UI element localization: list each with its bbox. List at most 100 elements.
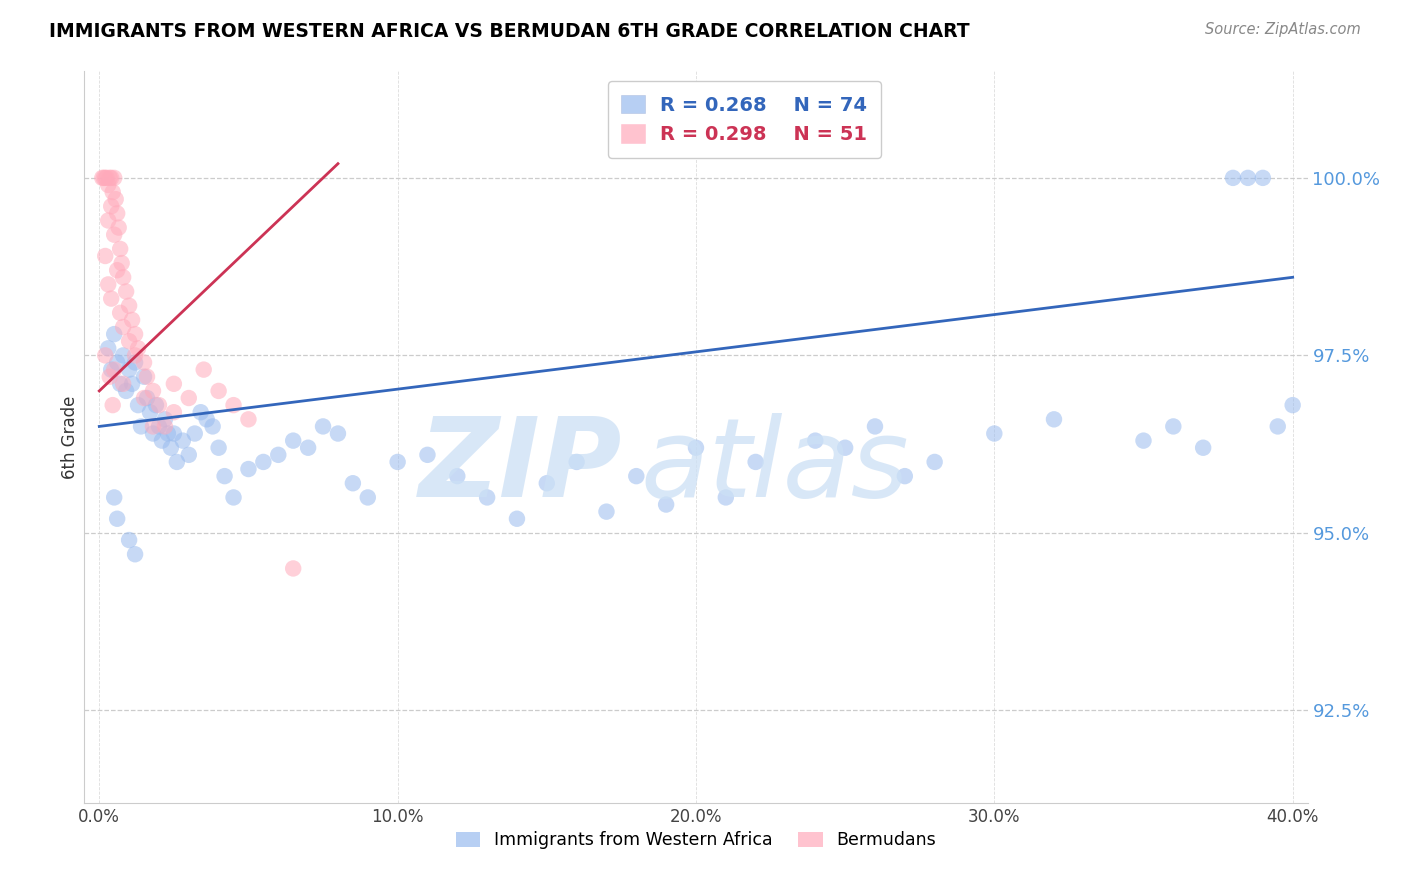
Point — [1192, 441, 1215, 455]
Point — [124, 355, 146, 369]
Text: Source: ZipAtlas.com: Source: ZipAtlas.com — [1205, 22, 1361, 37]
Point — [108, 242, 131, 256]
Point — [91, 170, 114, 185]
Point — [387, 455, 409, 469]
Point — [163, 376, 186, 391]
Point — [118, 362, 141, 376]
Point — [297, 441, 319, 455]
Point — [595, 505, 617, 519]
Point — [100, 170, 122, 185]
Point — [148, 398, 170, 412]
Point — [1163, 419, 1185, 434]
Point — [357, 491, 380, 505]
Point — [103, 227, 125, 242]
Point — [115, 285, 138, 299]
Point — [129, 419, 152, 434]
Point — [222, 491, 245, 505]
Point — [118, 533, 141, 547]
Point — [132, 369, 155, 384]
Point — [1043, 412, 1066, 426]
Point — [145, 398, 167, 412]
Point — [112, 376, 135, 391]
Point — [894, 469, 917, 483]
Point — [536, 476, 558, 491]
Point — [124, 327, 146, 342]
Point — [97, 277, 120, 292]
Point — [142, 419, 165, 434]
Point — [177, 448, 200, 462]
Point — [103, 362, 125, 376]
Point — [283, 561, 305, 575]
Point — [97, 213, 120, 227]
Point — [103, 491, 125, 505]
Point — [127, 341, 149, 355]
Point — [163, 405, 186, 419]
Point — [156, 426, 179, 441]
Text: IMMIGRANTS FROM WESTERN AFRICA VS BERMUDAN 6TH GRADE CORRELATION CHART: IMMIGRANTS FROM WESTERN AFRICA VS BERMUD… — [49, 22, 970, 41]
Point — [238, 412, 260, 426]
Point — [103, 327, 125, 342]
Point — [105, 355, 128, 369]
Point — [744, 455, 766, 469]
Point — [193, 362, 215, 376]
Point — [1251, 170, 1274, 185]
Point — [238, 462, 260, 476]
Point — [863, 419, 886, 434]
Point — [326, 426, 349, 441]
Point — [804, 434, 827, 448]
Point — [136, 369, 159, 384]
Point — [626, 469, 648, 483]
Point — [93, 170, 115, 185]
Point — [214, 469, 236, 483]
Point — [166, 455, 188, 469]
Point — [142, 384, 165, 398]
Point — [118, 334, 141, 349]
Point — [100, 362, 122, 376]
Point — [150, 434, 173, 448]
Point — [312, 419, 335, 434]
Point — [714, 491, 737, 505]
Point — [100, 292, 122, 306]
Point — [416, 448, 439, 462]
Point — [105, 512, 128, 526]
Point — [184, 426, 207, 441]
Point — [96, 170, 118, 185]
Y-axis label: 6th Grade: 6th Grade — [60, 395, 79, 479]
Legend: Immigrants from Western Africa, Bermudans: Immigrants from Western Africa, Bermudan… — [449, 824, 943, 856]
Point — [252, 455, 274, 469]
Point — [112, 320, 135, 334]
Text: ZIP: ZIP — [419, 413, 623, 520]
Point — [475, 491, 498, 505]
Point — [153, 412, 176, 426]
Point — [201, 419, 224, 434]
Point — [94, 249, 117, 263]
Point — [342, 476, 364, 491]
Point — [100, 199, 122, 213]
Point — [108, 306, 131, 320]
Point — [115, 384, 138, 398]
Point — [94, 170, 117, 185]
Text: atlas: atlas — [641, 413, 910, 520]
Point — [834, 441, 856, 455]
Point — [1222, 170, 1244, 185]
Point — [195, 412, 218, 426]
Point — [148, 419, 170, 434]
Point — [97, 341, 120, 355]
Point — [172, 434, 194, 448]
Point — [142, 426, 165, 441]
Point — [506, 512, 529, 526]
Point — [207, 441, 229, 455]
Point — [132, 391, 155, 405]
Point — [98, 170, 121, 185]
Point — [132, 355, 155, 369]
Point — [153, 419, 176, 434]
Point — [98, 369, 121, 384]
Point — [127, 398, 149, 412]
Point — [163, 426, 186, 441]
Point — [104, 192, 127, 206]
Point — [108, 376, 131, 391]
Point — [112, 348, 135, 362]
Point — [97, 178, 120, 192]
Point — [1132, 434, 1154, 448]
Point — [121, 376, 143, 391]
